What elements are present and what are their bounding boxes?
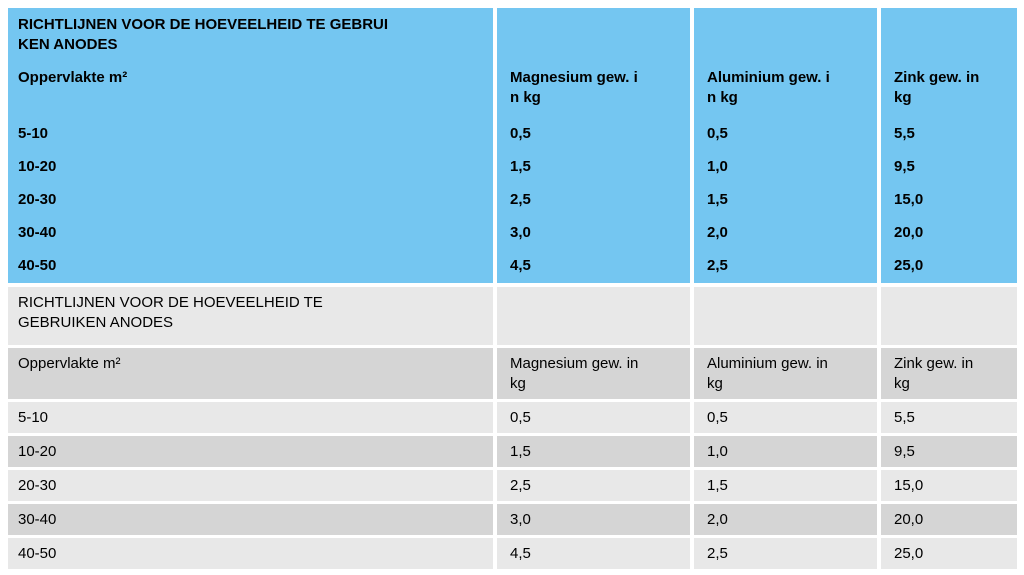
blue-table-row: 40-50 4,5 2,5 25,0	[8, 250, 1017, 283]
cell-oppervlakte: 40-50	[8, 250, 493, 283]
cell-oppervlakte: 20-30	[8, 467, 493, 501]
blue-table-empty-cell	[493, 8, 690, 62]
cell-zink: 15,0	[877, 467, 1017, 501]
cell-magnesium: 1,5	[493, 151, 690, 184]
gray-table-row: 10-20 1,5 1,0 9,5	[8, 433, 1017, 467]
cell-oppervlakte: 5-10	[8, 399, 493, 433]
cell-oppervlakte: 40-50	[8, 535, 493, 569]
blue-table-empty-cell	[877, 8, 1017, 62]
blue-table-row: 10-20 1,5 1,0 9,5	[8, 151, 1017, 184]
cell-zink: 25,0	[877, 535, 1017, 569]
blue-table-title: RICHTLIJNEN VOOR DE HOEVEELHEID TE GEBRU…	[8, 8, 493, 62]
blue-header-zink: Zink gew. in kg	[877, 62, 1017, 118]
cell-oppervlakte: 5-10	[8, 118, 493, 151]
gray-table-empty-cell	[493, 287, 690, 345]
blue-anode-guidelines-table: RICHTLIJNEN VOOR DE HOEVEELHEID TE GEBRU…	[8, 8, 1017, 283]
gray-anode-guidelines-table: RICHTLIJNEN VOOR DE HOEVEELHEID TE GEBRU…	[8, 287, 1017, 569]
cell-magnesium: 4,5	[493, 535, 690, 569]
cell-aluminium: 1,0	[690, 433, 877, 467]
blue-table-row: 20-30 2,5 1,5 15,0	[8, 184, 1017, 217]
cell-zink: 20,0	[877, 501, 1017, 535]
gray-table-row: 30-40 3,0 2,0 20,0	[8, 501, 1017, 535]
cell-zink: 25,0	[877, 250, 1017, 283]
cell-zink: 20,0	[877, 217, 1017, 250]
gray-table-header-row: Oppervlakte m² Magnesium gew. in kg Alum…	[8, 345, 1017, 399]
blue-table-header-row: Oppervlakte m² Magnesium gew. i n kg Alu…	[8, 62, 1017, 118]
cell-aluminium: 2,5	[690, 535, 877, 569]
cell-aluminium: 0,5	[690, 118, 877, 151]
blue-header-aluminium: Aluminium gew. i n kg	[690, 62, 877, 118]
gray-table-title-row: RICHTLIJNEN VOOR DE HOEVEELHEID TE GEBRU…	[8, 287, 1017, 345]
blue-table-row: 30-40 3,0 2,0 20,0	[8, 217, 1017, 250]
cell-aluminium: 0,5	[690, 399, 877, 433]
cell-oppervlakte: 10-20	[8, 151, 493, 184]
cell-aluminium: 2,5	[690, 250, 877, 283]
gray-table-empty-cell	[877, 287, 1017, 345]
cell-oppervlakte: 10-20	[8, 433, 493, 467]
document-page: RICHTLIJNEN VOOR DE HOEVEELHEID TE GEBRU…	[8, 8, 1017, 569]
cell-aluminium: 1,0	[690, 151, 877, 184]
cell-zink: 5,5	[877, 118, 1017, 151]
cell-oppervlakte: 30-40	[8, 217, 493, 250]
cell-aluminium: 2,0	[690, 217, 877, 250]
cell-magnesium: 4,5	[493, 250, 690, 283]
gray-table-row: 20-30 2,5 1,5 15,0	[8, 467, 1017, 501]
blue-header-magnesium: Magnesium gew. i n kg	[493, 62, 690, 118]
cell-zink: 15,0	[877, 184, 1017, 217]
blue-table-empty-cell	[690, 8, 877, 62]
blue-header-oppervlakte: Oppervlakte m²	[8, 62, 493, 118]
gray-header-aluminium: Aluminium gew. in kg	[690, 345, 877, 399]
gray-table-row: 40-50 4,5 2,5 25,0	[8, 535, 1017, 569]
cell-magnesium: 1,5	[493, 433, 690, 467]
cell-aluminium: 2,0	[690, 501, 877, 535]
gray-header-zink: Zink gew. in kg	[877, 345, 1017, 399]
blue-table-title-row: RICHTLIJNEN VOOR DE HOEVEELHEID TE GEBRU…	[8, 8, 1017, 62]
gray-header-oppervlakte: Oppervlakte m²	[8, 345, 493, 399]
cell-zink: 9,5	[877, 151, 1017, 184]
cell-oppervlakte: 30-40	[8, 501, 493, 535]
cell-zink: 5,5	[877, 399, 1017, 433]
cell-magnesium: 0,5	[493, 118, 690, 151]
gray-table-title: RICHTLIJNEN VOOR DE HOEVEELHEID TE GEBRU…	[8, 287, 493, 345]
gray-header-magnesium: Magnesium gew. in kg	[493, 345, 690, 399]
cell-magnesium: 3,0	[493, 217, 690, 250]
cell-magnesium: 2,5	[493, 184, 690, 217]
gray-table-row: 5-10 0,5 0,5 5,5	[8, 399, 1017, 433]
cell-magnesium: 0,5	[493, 399, 690, 433]
cell-magnesium: 2,5	[493, 467, 690, 501]
cell-zink: 9,5	[877, 433, 1017, 467]
blue-table-row: 5-10 0,5 0,5 5,5	[8, 118, 1017, 151]
cell-oppervlakte: 20-30	[8, 184, 493, 217]
cell-magnesium: 3,0	[493, 501, 690, 535]
gray-table-empty-cell	[690, 287, 877, 345]
cell-aluminium: 1,5	[690, 184, 877, 217]
cell-aluminium: 1,5	[690, 467, 877, 501]
